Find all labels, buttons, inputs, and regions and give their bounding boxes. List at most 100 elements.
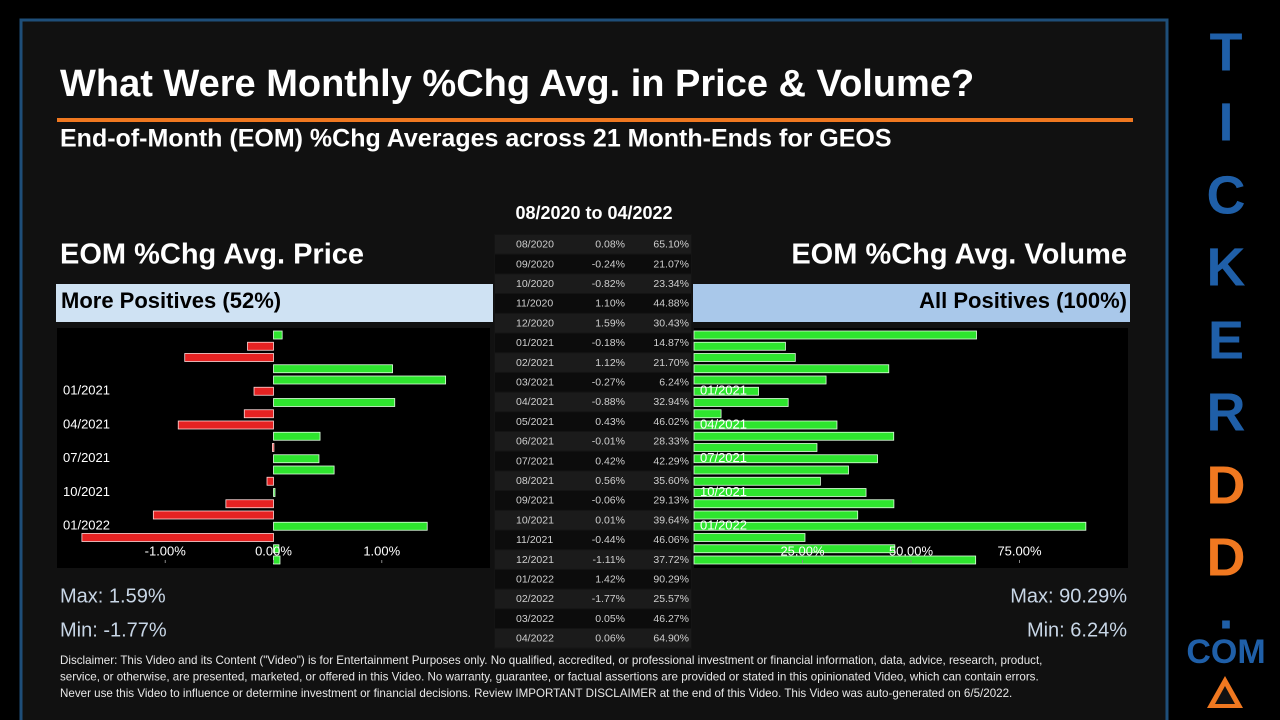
table-cell: 08/2021	[516, 475, 554, 487]
bar	[693, 555, 977, 565]
disclaimer-line: service, or otherwise, are presented, ma…	[60, 671, 1039, 684]
table-cell: 46.06%	[653, 534, 689, 546]
table-row	[495, 550, 691, 569]
table-cell: -0.82%	[592, 278, 625, 290]
y-tick-label: 10/2021	[63, 484, 110, 499]
table-cell: 01/2022	[516, 574, 554, 586]
table-row	[495, 254, 691, 274]
table-cell: -1.77%	[592, 593, 625, 605]
table-cell: 14.87%	[653, 337, 689, 349]
banner-text: All Positives (100%)	[919, 288, 1127, 313]
table-cell: 0.42%	[595, 455, 625, 467]
table-cell: -0.18%	[592, 337, 625, 349]
bar	[693, 353, 796, 362]
table-cell: 23.34%	[653, 278, 689, 290]
table-cell: 44.88%	[653, 298, 689, 310]
table-cell: 0.01%	[595, 514, 625, 526]
table-row	[495, 530, 691, 550]
table-cell: 06/2021	[516, 436, 554, 448]
bar	[184, 353, 274, 362]
table-cell: -0.44%	[592, 534, 625, 546]
disclaimer-line: Disclaimer: This Video and its Content (…	[60, 654, 1042, 667]
brand-letter: R	[1207, 382, 1246, 442]
y-tick-label: 07/2021	[700, 450, 747, 465]
bar	[693, 499, 895, 509]
table-cell: 1.10%	[595, 298, 625, 310]
table-cell: -0.88%	[592, 396, 625, 408]
table-cell: -1.11%	[593, 554, 626, 566]
bar	[273, 454, 320, 464]
logo	[1207, 676, 1243, 708]
table-row	[495, 412, 691, 431]
table-cell: 04/2021	[516, 396, 554, 408]
table-cell: 05/2021	[516, 416, 554, 428]
bar	[693, 409, 722, 419]
bar	[693, 533, 806, 542]
y-tick-label: 10/2021	[700, 484, 747, 499]
table-cell: 08/2020	[516, 239, 554, 251]
brand-letter: I	[1218, 92, 1233, 152]
bar	[693, 330, 977, 340]
table-cell: 21.70%	[653, 357, 689, 369]
table-cell: 65.10%	[653, 239, 689, 251]
table-row	[495, 333, 691, 353]
table-cell: 10/2020	[516, 278, 554, 290]
table-row	[495, 432, 691, 451]
table-cell: 0.06%	[595, 633, 625, 645]
table-cell: 1.59%	[595, 317, 625, 329]
table-cell: 39.64%	[653, 514, 689, 526]
brand-letter: D	[1207, 455, 1246, 515]
table-row	[495, 451, 691, 471]
table-cell: 35.60%	[653, 475, 689, 487]
table-row	[495, 353, 691, 372]
bar	[273, 488, 276, 497]
bar	[693, 476, 821, 486]
banner	[693, 284, 1130, 322]
table-cell: 30.43%	[653, 317, 689, 329]
bar	[693, 443, 818, 452]
table-cell: 29.13%	[653, 495, 689, 507]
table-cell: 0.05%	[595, 613, 625, 625]
table-row	[495, 294, 691, 313]
bar	[693, 510, 859, 520]
table-row	[495, 392, 691, 412]
stat-label: Min: -1.77%	[60, 619, 167, 641]
stat-label: Max: 1.59%	[60, 585, 166, 607]
table-cell: 90.29%	[653, 574, 689, 586]
table-row	[495, 569, 691, 589]
bar	[693, 375, 827, 385]
table-cell: 46.27%	[653, 613, 689, 625]
table-title: 08/2020 to 04/2022	[515, 203, 672, 223]
bar	[273, 364, 393, 374]
brand-letter: .	[1218, 580, 1233, 640]
bar	[273, 431, 321, 441]
divider	[57, 118, 1133, 122]
table-cell: 0.43%	[595, 416, 625, 428]
table-cell: -0.06%	[592, 495, 625, 507]
table-cell: 04/2022	[516, 633, 554, 645]
table-row	[495, 589, 691, 609]
y-tick-label: 01/2021	[700, 383, 747, 398]
x-tick-label: 1.00%	[363, 543, 400, 558]
disclaimer-line: Never use this Video to influence or det…	[60, 687, 1012, 700]
bar	[272, 443, 275, 452]
bar	[243, 409, 274, 419]
bar	[693, 465, 849, 475]
y-tick-label: 07/2021	[63, 450, 110, 465]
bar	[693, 420, 838, 430]
table-cell: 0.56%	[595, 475, 625, 487]
bar	[693, 341, 786, 351]
bar	[693, 431, 895, 441]
banner	[56, 284, 493, 322]
table-cell: 21.07%	[653, 258, 689, 270]
brand-letter: D	[1207, 527, 1246, 587]
x-tick-label: -1.00%	[145, 543, 187, 558]
table-cell: 03/2022	[516, 613, 554, 625]
bar	[177, 420, 274, 430]
table-cell: 02/2021	[516, 357, 554, 369]
table-cell: 0.08%	[595, 239, 625, 251]
table-cell: 09/2020	[516, 258, 554, 270]
x-tick-label: 50.00%	[889, 543, 934, 558]
brand-letter: COM	[1186, 633, 1265, 671]
bar	[273, 375, 447, 385]
